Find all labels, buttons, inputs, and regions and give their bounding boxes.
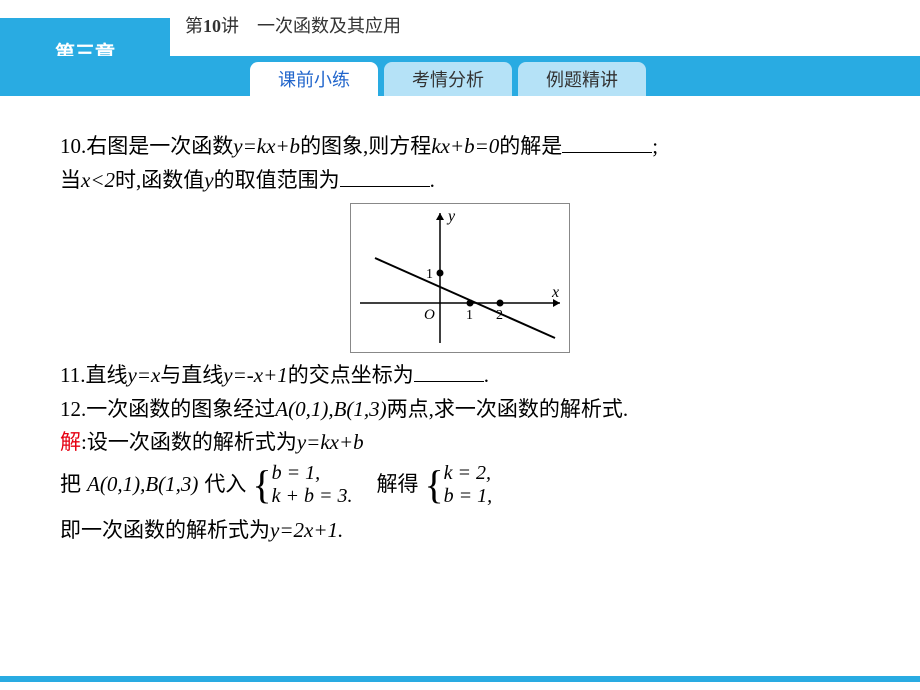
solution-line1: 解:设一次函数的解析式为y=kx+b bbox=[60, 426, 860, 460]
tabs: 课前小练 考情分析 例题精讲 bbox=[250, 56, 646, 96]
header: 第三章 第10讲 一次函数及其应用 课前小练 考情分析 例题精讲 -3- bbox=[0, 0, 920, 96]
content-area: 10.右图是一次函数y=kx+b的图象,则方程kx+b=0的解是; 当x<2时,… bbox=[60, 130, 860, 548]
svg-text:O: O bbox=[424, 307, 435, 323]
blank-1 bbox=[562, 131, 652, 153]
question-10-line2: 当x<2时,函数值y的取值范围为. bbox=[60, 164, 860, 198]
graph-container: yxO121 bbox=[60, 203, 860, 353]
question-12: 12.一次函数的图象经过A(0,1),B(1,3)两点,求一次函数的解析式. bbox=[60, 393, 860, 427]
linear-function-graph: yxO121 bbox=[350, 203, 570, 353]
blank-2 bbox=[340, 165, 430, 187]
tab-examples[interactable]: 例题精讲 bbox=[518, 62, 646, 96]
svg-text:x: x bbox=[551, 284, 559, 301]
system-2: { k = 2, b = 1, bbox=[424, 462, 492, 508]
tab-preclass[interactable]: 课前小练 bbox=[250, 62, 378, 96]
solution-final: 即一次函数的解析式为y=2x+1. bbox=[60, 514, 860, 548]
question-10-line1: 10.右图是一次函数y=kx+b的图象,则方程kx+b=0的解是; bbox=[60, 130, 860, 164]
svg-text:1: 1 bbox=[426, 267, 433, 282]
tabs-bar: 课前小练 考情分析 例题精讲 -3- bbox=[0, 56, 920, 96]
svg-text:1: 1 bbox=[466, 308, 473, 323]
question-11: 11.直线y=x与直线y=-x+1的交点坐标为. bbox=[60, 359, 860, 393]
footer-bar bbox=[0, 676, 920, 682]
blank-3 bbox=[414, 360, 484, 382]
lesson-title: 第10讲 一次函数及其应用 bbox=[185, 12, 401, 38]
solution-systems: 把 A(0,1),B(1,3) 代入 { b = 1, k + b = 3. 解… bbox=[60, 462, 860, 508]
tab-analysis[interactable]: 考情分析 bbox=[384, 62, 512, 96]
svg-text:y: y bbox=[446, 208, 456, 225]
system-1: { b = 1, k + b = 3. bbox=[252, 462, 352, 508]
